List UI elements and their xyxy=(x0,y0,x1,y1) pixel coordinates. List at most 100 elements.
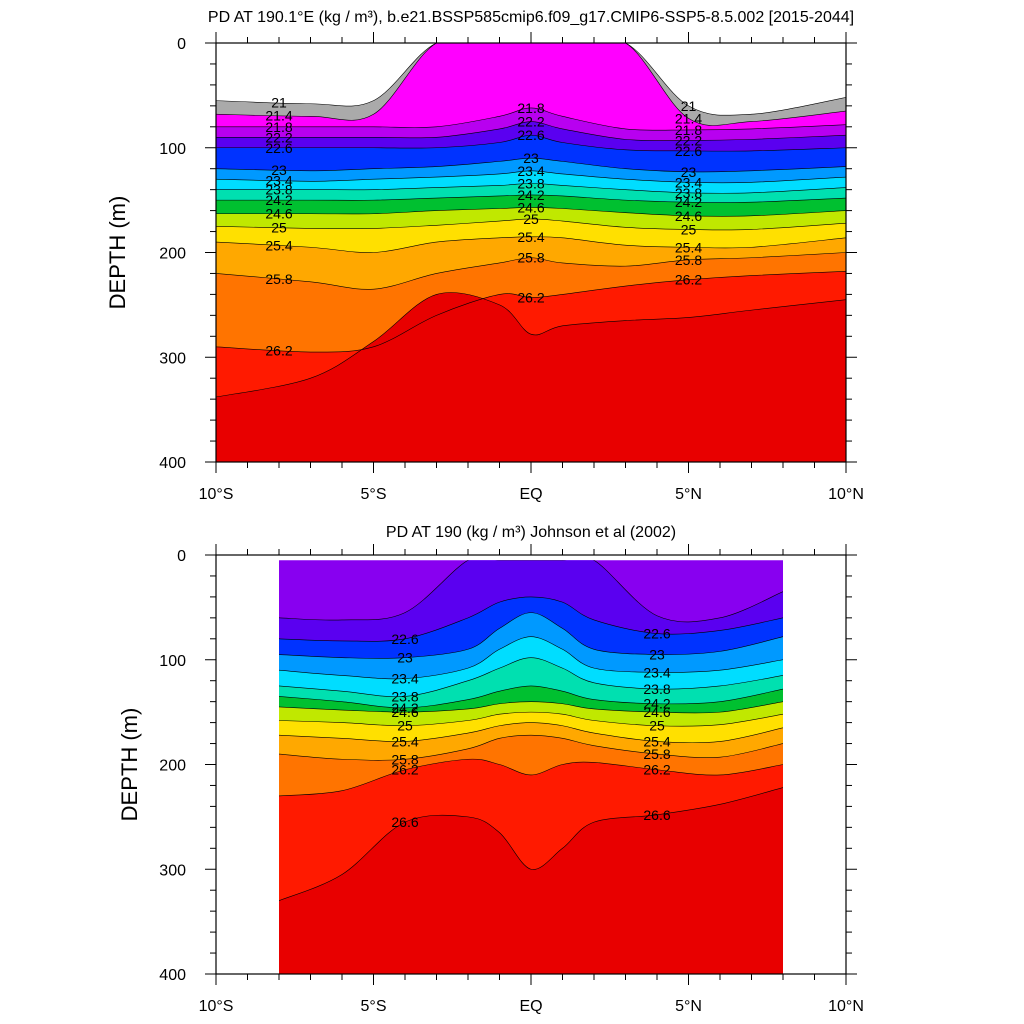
contour-label: 24.6 xyxy=(675,208,702,224)
y-tick-label: 0 xyxy=(177,548,186,565)
contour-label: 23.8 xyxy=(643,681,670,697)
contour-label: 24.2 xyxy=(643,696,670,712)
contour-line-24.2 xyxy=(279,685,783,709)
contour-line-25.0 xyxy=(279,711,783,727)
y-tick-label: 400 xyxy=(159,455,186,472)
y-tick-label: 100 xyxy=(159,141,186,158)
contour-label: 24.2 xyxy=(675,194,702,210)
contour-label: 26.6 xyxy=(391,814,418,830)
contour-label: 24.6 xyxy=(391,704,418,720)
contour-label: 25 xyxy=(523,211,539,227)
contour-label: 23 xyxy=(681,164,697,180)
contour-label: 26.2 xyxy=(517,290,544,306)
contour-label: 25.8 xyxy=(391,751,418,767)
contour-label: 23 xyxy=(523,150,539,166)
contour-line-26.2 xyxy=(216,271,846,353)
contour-line-23.0 xyxy=(279,612,783,659)
contour-line-25.8 xyxy=(279,734,783,761)
contour-line-23.4 xyxy=(279,636,783,680)
contour-line-24.6 xyxy=(279,701,783,714)
contour-line-26.6 xyxy=(279,787,783,901)
contour-label: 23.4 xyxy=(675,174,702,190)
contour-line-23.8 xyxy=(216,183,846,194)
y-tick-label: 0 xyxy=(177,36,186,53)
contour-line-23.8 xyxy=(279,657,783,698)
contour-label: 25 xyxy=(397,718,413,734)
contour-label: 26.2 xyxy=(643,762,670,778)
x-tick-label: 5°N xyxy=(675,998,702,1015)
y-axis-label: DEPTH (m) xyxy=(117,708,142,822)
contour-line-21.4 xyxy=(216,43,846,126)
contour-line-25.0 xyxy=(216,218,846,231)
contour-label: 23.4 xyxy=(517,163,544,179)
x-axis: 10°S 5°S EQ 5°N 10°N xyxy=(199,32,864,503)
x-tick-label: EQ xyxy=(519,486,542,503)
contour-label: 23.4 xyxy=(265,173,292,189)
x-tick-label: EQ xyxy=(519,998,542,1015)
contour-label: 23.8 xyxy=(265,182,292,198)
contour-line-21.0 xyxy=(216,43,846,116)
contour-line-23.4 xyxy=(216,170,846,184)
contour-line-25.4 xyxy=(216,236,846,253)
contour-label: 23.8 xyxy=(517,175,544,191)
x-tick-label: 5°S xyxy=(361,486,387,503)
contour-label: 25.4 xyxy=(517,229,544,245)
contour-line-24.2 xyxy=(216,194,846,203)
contour-line-23.0 xyxy=(216,157,846,173)
contour-line-22.6 xyxy=(216,134,846,152)
contour-line-26.2 xyxy=(279,758,783,797)
contour-label: 25.4 xyxy=(391,733,418,749)
contour-label: 25.4 xyxy=(675,239,702,255)
x-tick-label: 10°S xyxy=(199,486,234,503)
contour-label: 23 xyxy=(271,162,287,178)
contour-label: 24.6 xyxy=(643,704,670,720)
x-tick-label: 5°S xyxy=(361,998,387,1015)
contour-label: 26.2 xyxy=(391,762,418,778)
contour-label: 21.4 xyxy=(265,108,292,124)
contour-label: 23.4 xyxy=(391,671,418,687)
contour-label: 21 xyxy=(681,98,697,114)
y-tick-label: 100 xyxy=(159,653,186,670)
contour-label: 21.4 xyxy=(675,110,702,126)
y-tick-label: 200 xyxy=(159,246,186,263)
contour-label: 23 xyxy=(649,647,665,663)
contour-label: 25.8 xyxy=(265,271,292,287)
contour-label: 25 xyxy=(681,221,697,237)
y-axis-label: DEPTH (m) xyxy=(105,196,130,310)
contour-label: 22.2 xyxy=(675,132,702,148)
contour-label: 25.8 xyxy=(517,250,544,266)
contour-label: 22.6 xyxy=(643,626,670,642)
contour-label: 23 xyxy=(397,650,413,666)
contour-label: 24.2 xyxy=(517,187,544,203)
y-tick-label: 200 xyxy=(159,758,186,775)
x-tick-label: 10°S xyxy=(199,998,234,1015)
contour-label: 23.8 xyxy=(391,688,418,704)
contour-line-22.6 xyxy=(279,596,783,642)
contour-label: 24.6 xyxy=(517,199,544,215)
contour-line-25.4 xyxy=(279,722,783,744)
contour-label: 21.8 xyxy=(265,119,292,135)
x-tick-label: 10°N xyxy=(828,998,864,1015)
contour-line-22.2 xyxy=(279,560,783,623)
contour-label: 25.8 xyxy=(675,252,702,268)
contour-line-24.6 xyxy=(216,207,846,217)
contour-line-25.8 xyxy=(216,252,846,290)
contour-line-22.2 xyxy=(216,121,846,141)
x-axis: 10°S 5°S EQ 5°N 10°N xyxy=(199,544,864,1015)
contour-label: 25 xyxy=(649,718,665,734)
contour-label: 22.6 xyxy=(675,143,702,159)
contour-label: 23.4 xyxy=(643,664,670,680)
x-tick-label: 10°N xyxy=(828,486,864,503)
chart-title: PD AT 190.1°E (kg / m³), b.e21.BSSP585cm… xyxy=(208,9,854,26)
contour-fills xyxy=(279,560,783,974)
contour-label: 25.4 xyxy=(265,238,292,254)
contour-label: 22.2 xyxy=(265,129,292,145)
contour-label: 22.2 xyxy=(517,114,544,130)
y-axis: 0 100 200 300 400 DEPTH (m) xyxy=(117,548,857,984)
y-tick-label: 300 xyxy=(159,862,186,879)
contour-band-26.6 xyxy=(279,787,783,974)
